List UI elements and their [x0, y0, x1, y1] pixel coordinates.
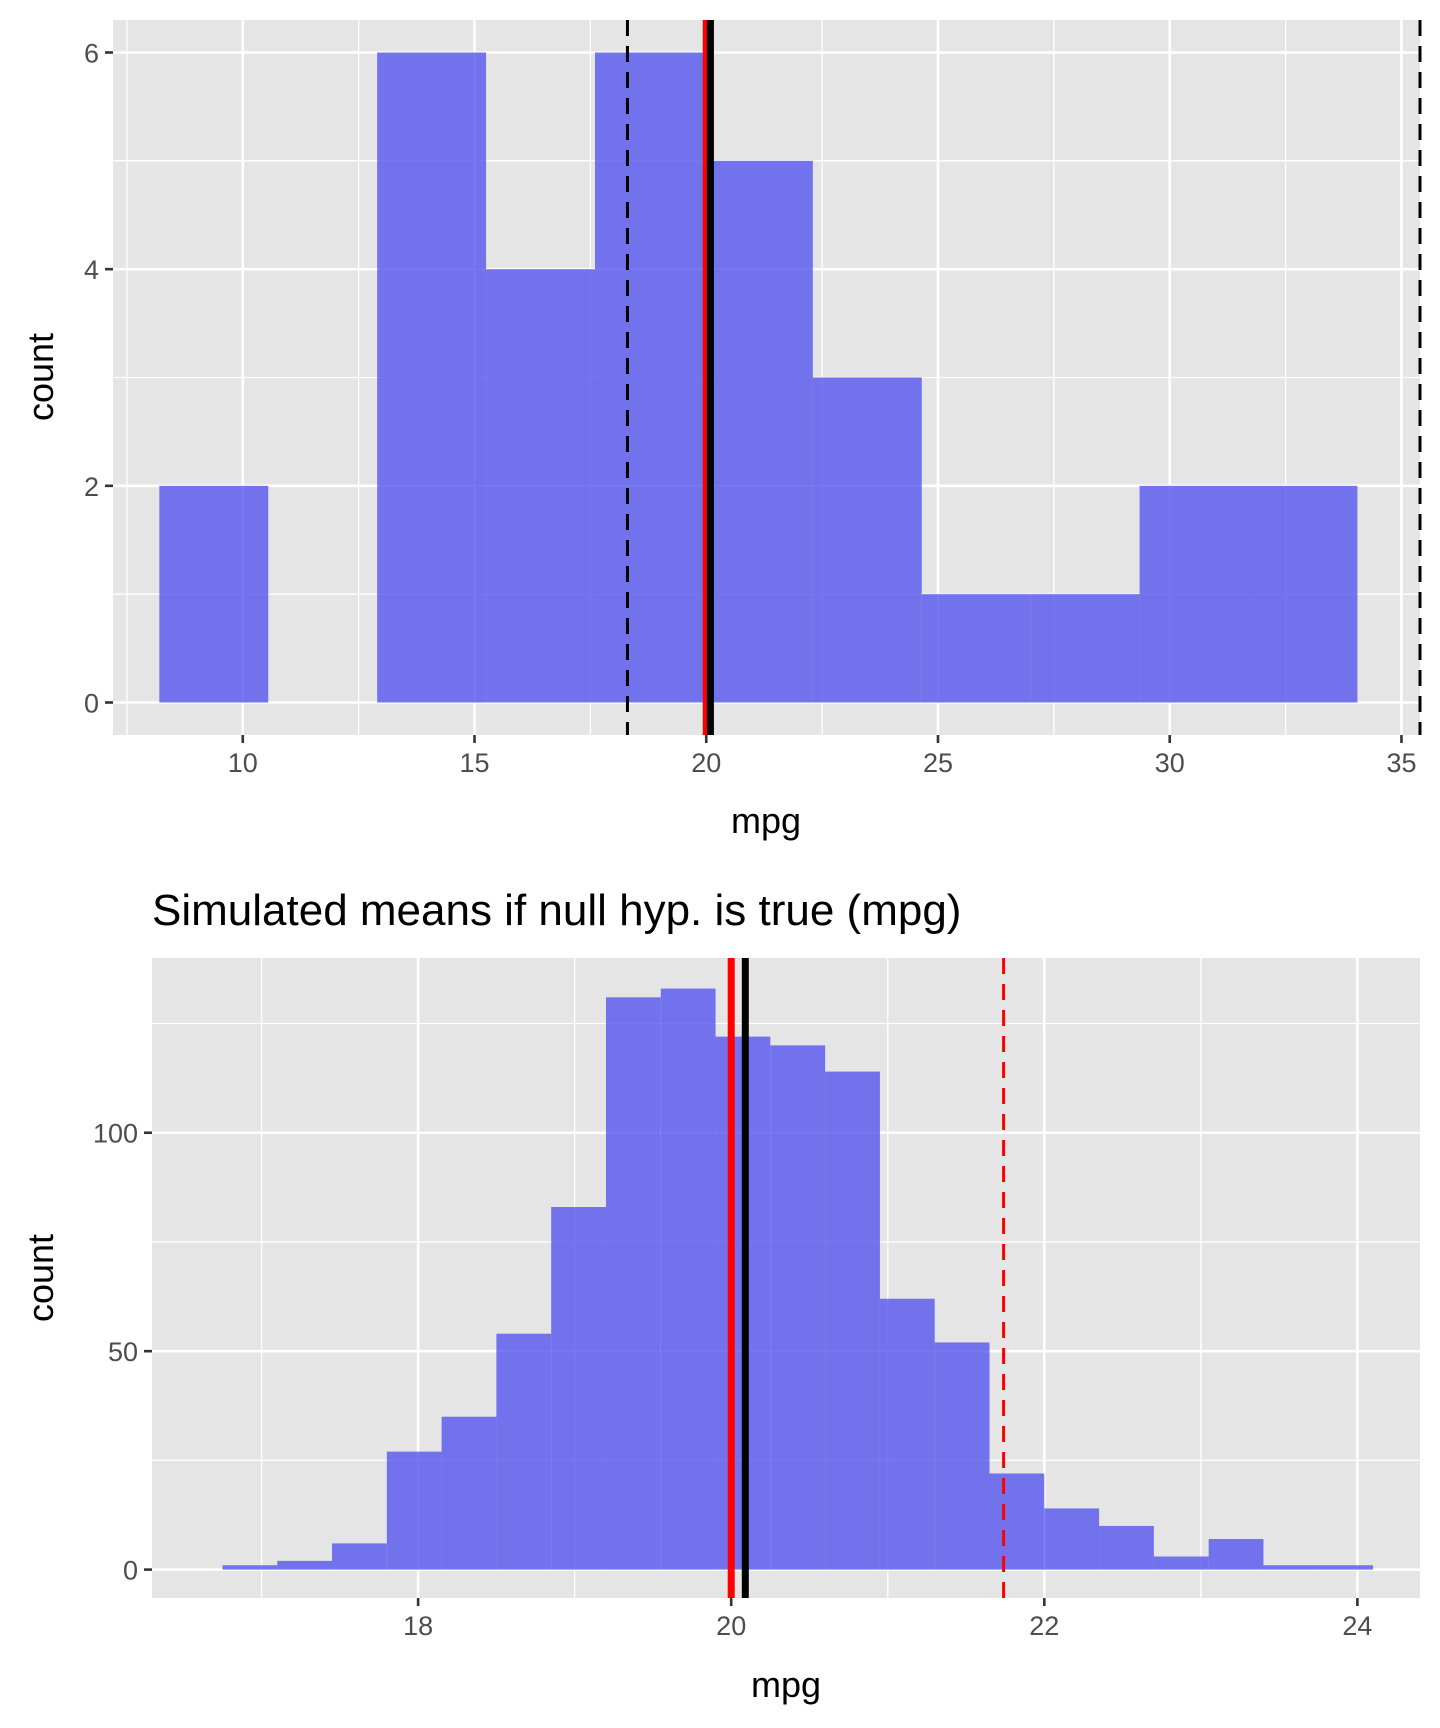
- histogram-bar: [1263, 1565, 1319, 1570]
- histogram-bar: [703, 160, 813, 703]
- reference-lines: [625, 20, 1422, 735]
- histogram-bar: [496, 1333, 552, 1570]
- x-tick-label: 22: [1029, 1611, 1059, 1641]
- histogram-bar: [1153, 1556, 1209, 1570]
- histogram-bar: [825, 1071, 880, 1570]
- histogram-bar: [441, 1416, 497, 1570]
- x-axis: 18 20 22 24: [403, 1598, 1372, 1641]
- x-tick-label: 24: [1342, 1611, 1372, 1641]
- plot-title: Simulated means if null hyp. is true (mp…: [152, 886, 961, 935]
- y-tick-label: 4: [84, 255, 99, 285]
- y-axis: 0 2 4 6: [84, 39, 113, 719]
- histogram-bar: [770, 1045, 826, 1570]
- x-tick-label: 20: [691, 748, 721, 778]
- histogram-bar: [1030, 594, 1140, 703]
- histogram-bar: [332, 1543, 387, 1570]
- y-tick-label: 0: [84, 689, 99, 719]
- histogram-bar: [1208, 1539, 1264, 1570]
- x-tick-label: 10: [228, 748, 258, 778]
- y-axis: 0 50 100: [93, 1119, 152, 1586]
- histogram-bar: [812, 377, 922, 703]
- histogram-bar: [1318, 1565, 1374, 1570]
- histogram-bar: [551, 1207, 606, 1570]
- y-axis-title: count: [20, 1234, 61, 1322]
- y-tick-label: 0: [123, 1556, 138, 1586]
- reference-lines: [727, 958, 1006, 1598]
- histogram-bar: [377, 52, 487, 703]
- x-tick-label: 15: [459, 748, 489, 778]
- histogram-bar: [605, 997, 661, 1570]
- histogram-bar: [277, 1560, 333, 1570]
- x-tick-label: 20: [716, 1611, 746, 1641]
- histogram-bar: [934, 1342, 990, 1570]
- histogram-bar: [660, 988, 716, 1570]
- y-tick-label: 2: [84, 472, 99, 502]
- y-tick-label: 6: [84, 39, 99, 69]
- histogram-mpg-panel: 10 15 20 25 30 35 0 2 4 6 mpg count: [20, 20, 1422, 841]
- histogram-bar: [595, 52, 704, 703]
- histogram-bar: [879, 1298, 935, 1570]
- simulated-means-panel: Simulated means if null hyp. is true (mp…: [20, 886, 1420, 1705]
- y-axis-title: count: [20, 333, 61, 421]
- histogram-bar: [921, 594, 1031, 703]
- x-axis-title: mpg: [731, 800, 801, 841]
- x-tick-label: 25: [923, 748, 953, 778]
- x-axis-title: mpg: [751, 1664, 821, 1705]
- x-tick-label: 30: [1155, 748, 1185, 778]
- histogram-bar: [1099, 1525, 1154, 1570]
- histogram-bar: [1044, 1508, 1100, 1570]
- y-tick-label: 100: [93, 1119, 138, 1149]
- x-axis: 10 15 20 25 30 35: [228, 735, 1416, 778]
- x-tick-label: 18: [403, 1611, 433, 1641]
- histogram-bar: [989, 1473, 1045, 1570]
- histogram-bar: [159, 485, 269, 703]
- histogram-bar: [1248, 485, 1358, 703]
- y-tick-label: 50: [108, 1337, 138, 1367]
- histogram-bar: [1139, 485, 1249, 703]
- bars: [159, 52, 1358, 703]
- histogram-bar: [222, 1565, 278, 1570]
- x-tick-label: 35: [1386, 748, 1416, 778]
- histogram-bar: [486, 269, 596, 703]
- histogram-bar: [386, 1451, 442, 1570]
